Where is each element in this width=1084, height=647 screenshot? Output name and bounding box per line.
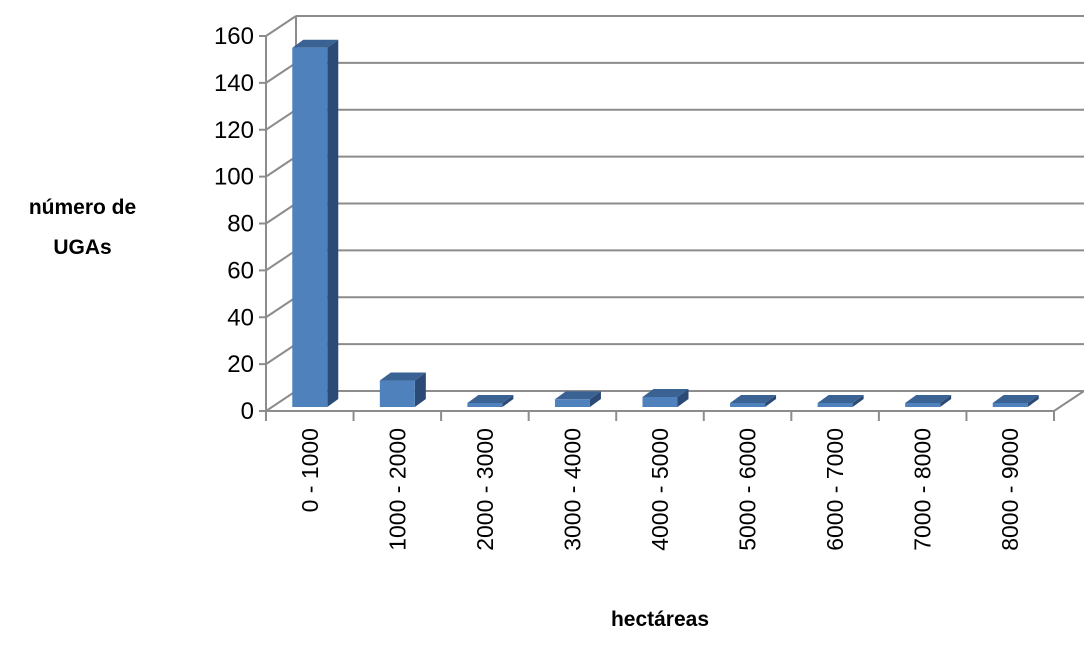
x-tick-label: 5000 - 6000 [735,428,761,551]
bar [642,388,689,407]
x-tick-label: 0 - 1000 [297,428,323,512]
x-tick-label: 1000 - 2000 [384,428,410,551]
bar [992,395,1039,407]
y-tick-labels: 0 20 40 60 80 100 120 140 160 [214,23,254,425]
bar-side [414,372,426,407]
bar-top [554,391,601,400]
bar-front [379,380,415,407]
gridline-side [265,155,297,178]
bar-front [467,403,503,407]
y-tick-label: 0 [241,398,254,425]
bar-top [992,395,1039,403]
bar-side [677,388,689,407]
chart-gridlines [265,15,1084,365]
bar [467,395,514,407]
bar-top [817,395,864,403]
x-axis-title: hectáreas [610,608,710,631]
x-tick-label: 4000 - 5000 [647,428,673,551]
chart-walls [262,16,1084,412]
y-tick-label: 160 [214,23,254,50]
gridline-side [265,249,297,272]
bar-side [327,39,339,407]
chart-axes [259,35,1055,421]
bar-front [905,403,941,407]
bar [292,39,339,407]
gridline-side [265,62,297,84]
gridline-side [265,343,297,365]
y-tick-label: 60 [227,257,254,284]
y-tick-label: 120 [214,117,254,144]
bar-side [765,395,777,407]
bar-top [379,372,426,381]
bar-front [730,403,766,407]
bar-side [1027,395,1039,407]
x-tick-label: 6000 - 7000 [822,428,848,551]
x-tick-label: 7000 - 8000 [910,428,936,551]
x-tick-label: 8000 - 9000 [997,428,1023,551]
bar-front [292,47,328,407]
y-tick-label: 100 [214,164,254,191]
gridline-side [265,15,297,37]
gridline-side [265,296,297,319]
y-tick-label: 40 [227,304,254,331]
bar-side [940,395,952,407]
y-axis-title: número de UGAs [0,188,165,268]
bar [730,395,777,407]
bar-top [730,395,777,403]
bar [817,395,864,407]
bar-front [554,399,590,407]
x-tick-label: 2000 - 3000 [472,428,498,551]
y-tick-label: 20 [227,351,254,378]
y-tick-label: 80 [227,211,254,238]
x-tick-labels: 0 - 1000 1000 - 2000 2000 - 3000 3000 - 400… [297,428,1023,551]
bar-top [292,39,339,48]
bar-side [589,391,601,407]
gridline-side [265,202,297,225]
bar [905,395,952,407]
bar-front [817,403,853,407]
chart-bars [292,39,1039,407]
bar-side [852,395,864,407]
bar-side [502,395,514,407]
y-axis-title-line-2: UGAs [53,236,112,259]
bar [379,372,426,407]
y-axis-title-line-1: número de [28,196,137,219]
gridline-side [265,108,297,131]
y-tick-label: 140 [214,70,254,97]
bar [554,391,601,407]
x-tick-label: 3000 - 4000 [559,428,585,551]
bar-top [905,395,952,403]
bar-front [992,403,1028,407]
bar-front [642,396,678,407]
bar-top [642,388,689,397]
bar-top [467,395,514,403]
